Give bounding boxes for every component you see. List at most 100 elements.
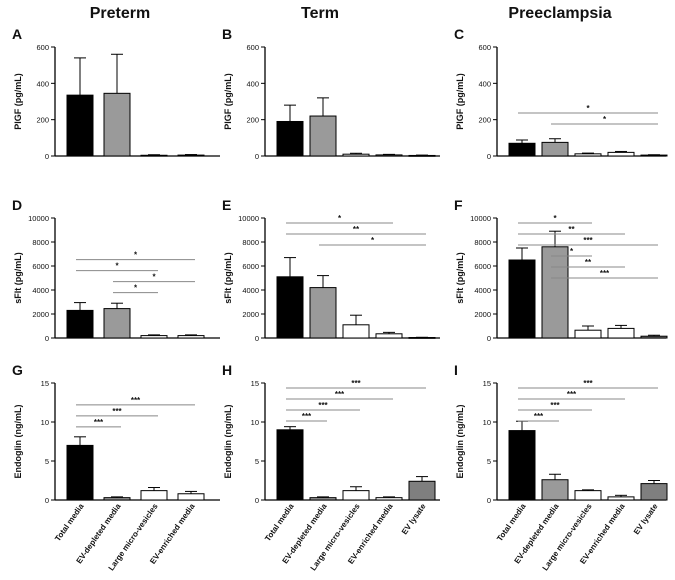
panel-C: C 0 200 400 600 PlGF (pg/mL) * * <box>454 26 668 161</box>
panel-letter: C <box>454 26 464 42</box>
significance-label: * <box>553 214 557 223</box>
y-axis-label: sFlt (pg/mL) <box>13 252 23 304</box>
significance-label: *** <box>318 401 328 410</box>
bar <box>375 333 403 339</box>
y-tick-label: 0 <box>255 496 259 505</box>
panels: A 0 200 400 600 PlGF (pg/mL) B 0 200 400 600 PlGF (… <box>12 26 668 572</box>
bar <box>508 142 536 157</box>
y-tick-label: 5 <box>255 457 259 466</box>
bar <box>103 497 131 501</box>
significance-label: *** <box>534 412 544 421</box>
y-tick-label: 10 <box>41 418 49 427</box>
y-axis-label: PlGF (pg/mL) <box>13 73 23 130</box>
y-tick-label: 8000 <box>474 238 491 247</box>
bar <box>309 287 337 339</box>
bar <box>342 324 370 339</box>
bar <box>541 479 569 501</box>
bar <box>276 120 304 157</box>
y-tick-label: 400 <box>246 79 259 88</box>
panel-D: D 0 2000 4000 6000 8000 10000 sFlt (pg/mL) * * * * <box>12 197 220 343</box>
bar <box>508 430 536 501</box>
panel-letter: D <box>12 197 22 213</box>
y-tick-label: 400 <box>36 79 49 88</box>
y-axis-label: Endoglin (ng/mL) <box>455 405 465 479</box>
bar <box>342 153 370 157</box>
bar <box>408 480 436 501</box>
significance-label: *** <box>583 379 593 388</box>
column-title-term: Term <box>301 5 339 22</box>
y-tick-label: 6000 <box>474 262 491 271</box>
y-axis-label: PlGF (pg/mL) <box>223 73 233 130</box>
significance-label: * <box>152 273 156 282</box>
bar <box>66 94 94 157</box>
panel-letter: I <box>454 362 458 378</box>
column-title-preterm: Preterm <box>90 5 150 22</box>
bar <box>140 490 168 501</box>
y-tick-label: 15 <box>41 379 49 388</box>
bar <box>574 329 602 339</box>
bar <box>66 444 94 501</box>
significance-label: ** <box>353 225 360 234</box>
y-tick-label: 600 <box>478 43 491 52</box>
x-tick-label: EV lysate <box>632 502 660 537</box>
y-tick-label: 4000 <box>242 286 259 295</box>
bar <box>177 335 205 339</box>
panel-letter: G <box>12 362 23 378</box>
bar <box>541 141 569 157</box>
y-tick-label: 10000 <box>28 214 49 223</box>
y-axis-label: sFlt (pg/mL) <box>223 252 233 304</box>
significance-label: * <box>134 284 138 293</box>
significance-label: *** <box>600 269 610 278</box>
y-tick-label: 10 <box>251 418 259 427</box>
y-tick-label: 0 <box>255 334 259 343</box>
y-tick-label: 8000 <box>32 238 49 247</box>
y-tick-label: 200 <box>246 116 259 125</box>
y-tick-label: 2000 <box>242 310 259 319</box>
bar <box>177 493 205 501</box>
column-title-preeclampsia: Preeclampsia <box>508 5 611 22</box>
panel-letter: B <box>222 26 232 42</box>
y-tick-label: 0 <box>45 152 49 161</box>
y-tick-label: 0 <box>487 334 491 343</box>
bar <box>541 246 569 339</box>
significance-label: * <box>371 236 375 245</box>
y-tick-label: 200 <box>36 116 49 125</box>
y-tick-label: 15 <box>251 379 259 388</box>
significance-label: ** <box>585 258 592 267</box>
significance-label: *** <box>567 390 577 399</box>
bar <box>342 490 370 501</box>
significance-label: * <box>570 247 574 256</box>
significance-label: * <box>115 262 119 271</box>
significance-label: *** <box>550 401 560 410</box>
y-tick-label: 15 <box>483 379 491 388</box>
bar <box>408 337 436 339</box>
x-tick-label: Total media <box>263 502 296 544</box>
bar <box>574 153 602 157</box>
bar <box>508 259 536 339</box>
bar <box>607 151 635 157</box>
significance-label: ** <box>568 225 575 234</box>
significance-label: *** <box>112 407 122 416</box>
x-tick-label: Total media <box>495 502 528 544</box>
y-tick-label: 6000 <box>32 262 49 271</box>
y-tick-label: 5 <box>45 457 49 466</box>
y-tick-label: 0 <box>487 152 491 161</box>
significance-label: * <box>134 251 138 260</box>
y-tick-label: 0 <box>45 334 49 343</box>
y-tick-label: 4000 <box>32 286 49 295</box>
significance-label: * <box>338 214 342 223</box>
y-axis-label: Endoglin (ng/mL) <box>223 405 233 479</box>
panel-letter: F <box>454 197 463 213</box>
panel-letter: H <box>222 362 232 378</box>
y-tick-label: 2000 <box>474 310 491 319</box>
significance-label: *** <box>302 412 312 421</box>
panel-letter: E <box>222 197 231 213</box>
y-axis-label: PlGF (pg/mL) <box>455 73 465 130</box>
bar <box>309 115 337 157</box>
significance-label: * <box>603 115 607 124</box>
bar <box>640 154 668 157</box>
y-tick-label: 8000 <box>242 238 259 247</box>
